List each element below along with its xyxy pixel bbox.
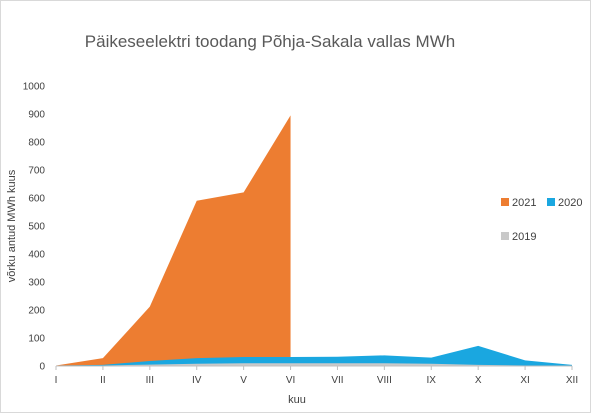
legend-swatch-2020 [547, 198, 555, 206]
y-tick-label: 500 [28, 222, 45, 233]
x-tick-label: II [100, 375, 106, 386]
x-tick-label: V [240, 375, 247, 386]
y-tick-label: 0 [39, 362, 45, 373]
y-tick-label: 700 [28, 166, 45, 177]
x-axis-ticks: I II III IV V VI VII VIII IX X XI XII [55, 366, 578, 386]
x-tick-label: X [475, 375, 482, 386]
legend-swatch-2021 [501, 198, 509, 206]
x-tick-label: IX [427, 375, 437, 386]
x-tick-label: I [55, 375, 58, 386]
x-axis-label: kuu [288, 394, 306, 406]
plot-areas [56, 115, 572, 367]
legend-label-2021: 2021 [512, 197, 536, 209]
legend-swatch-2019 [501, 232, 509, 240]
area-series-2019 [56, 363, 572, 366]
y-tick-label: 400 [28, 250, 45, 261]
legend-label-2019: 2019 [512, 231, 536, 243]
y-tick-label: 800 [28, 138, 45, 149]
area-series-2021 [56, 115, 291, 367]
y-tick-label: 200 [28, 306, 45, 317]
y-tick-label: 300 [28, 278, 45, 289]
chart-title: Päikeseelektri toodang Põhja-Sakala vall… [85, 32, 455, 51]
legend-label-2020: 2020 [558, 197, 582, 209]
x-tick-label: IV [192, 375, 202, 386]
area-series-2020 [56, 345, 572, 366]
y-axis-ticks: 0 100 200 300 400 500 600 700 800 900 1000 [23, 82, 46, 373]
y-axis-label: võrku antud MWh kuus [6, 169, 18, 282]
x-tick-label: VII [331, 375, 343, 386]
legend: 2021 2020 2019 [501, 197, 582, 243]
x-tick-label: XII [566, 375, 578, 386]
y-tick-label: 900 [28, 110, 45, 121]
x-tick-label: III [146, 375, 154, 386]
x-tick-label: VIII [377, 375, 392, 386]
x-tick-label: XI [520, 375, 529, 386]
x-tick-label: VI [286, 375, 295, 386]
y-tick-label: 1000 [23, 82, 46, 93]
y-tick-label: 600 [28, 194, 45, 205]
y-tick-label: 100 [28, 334, 45, 345]
